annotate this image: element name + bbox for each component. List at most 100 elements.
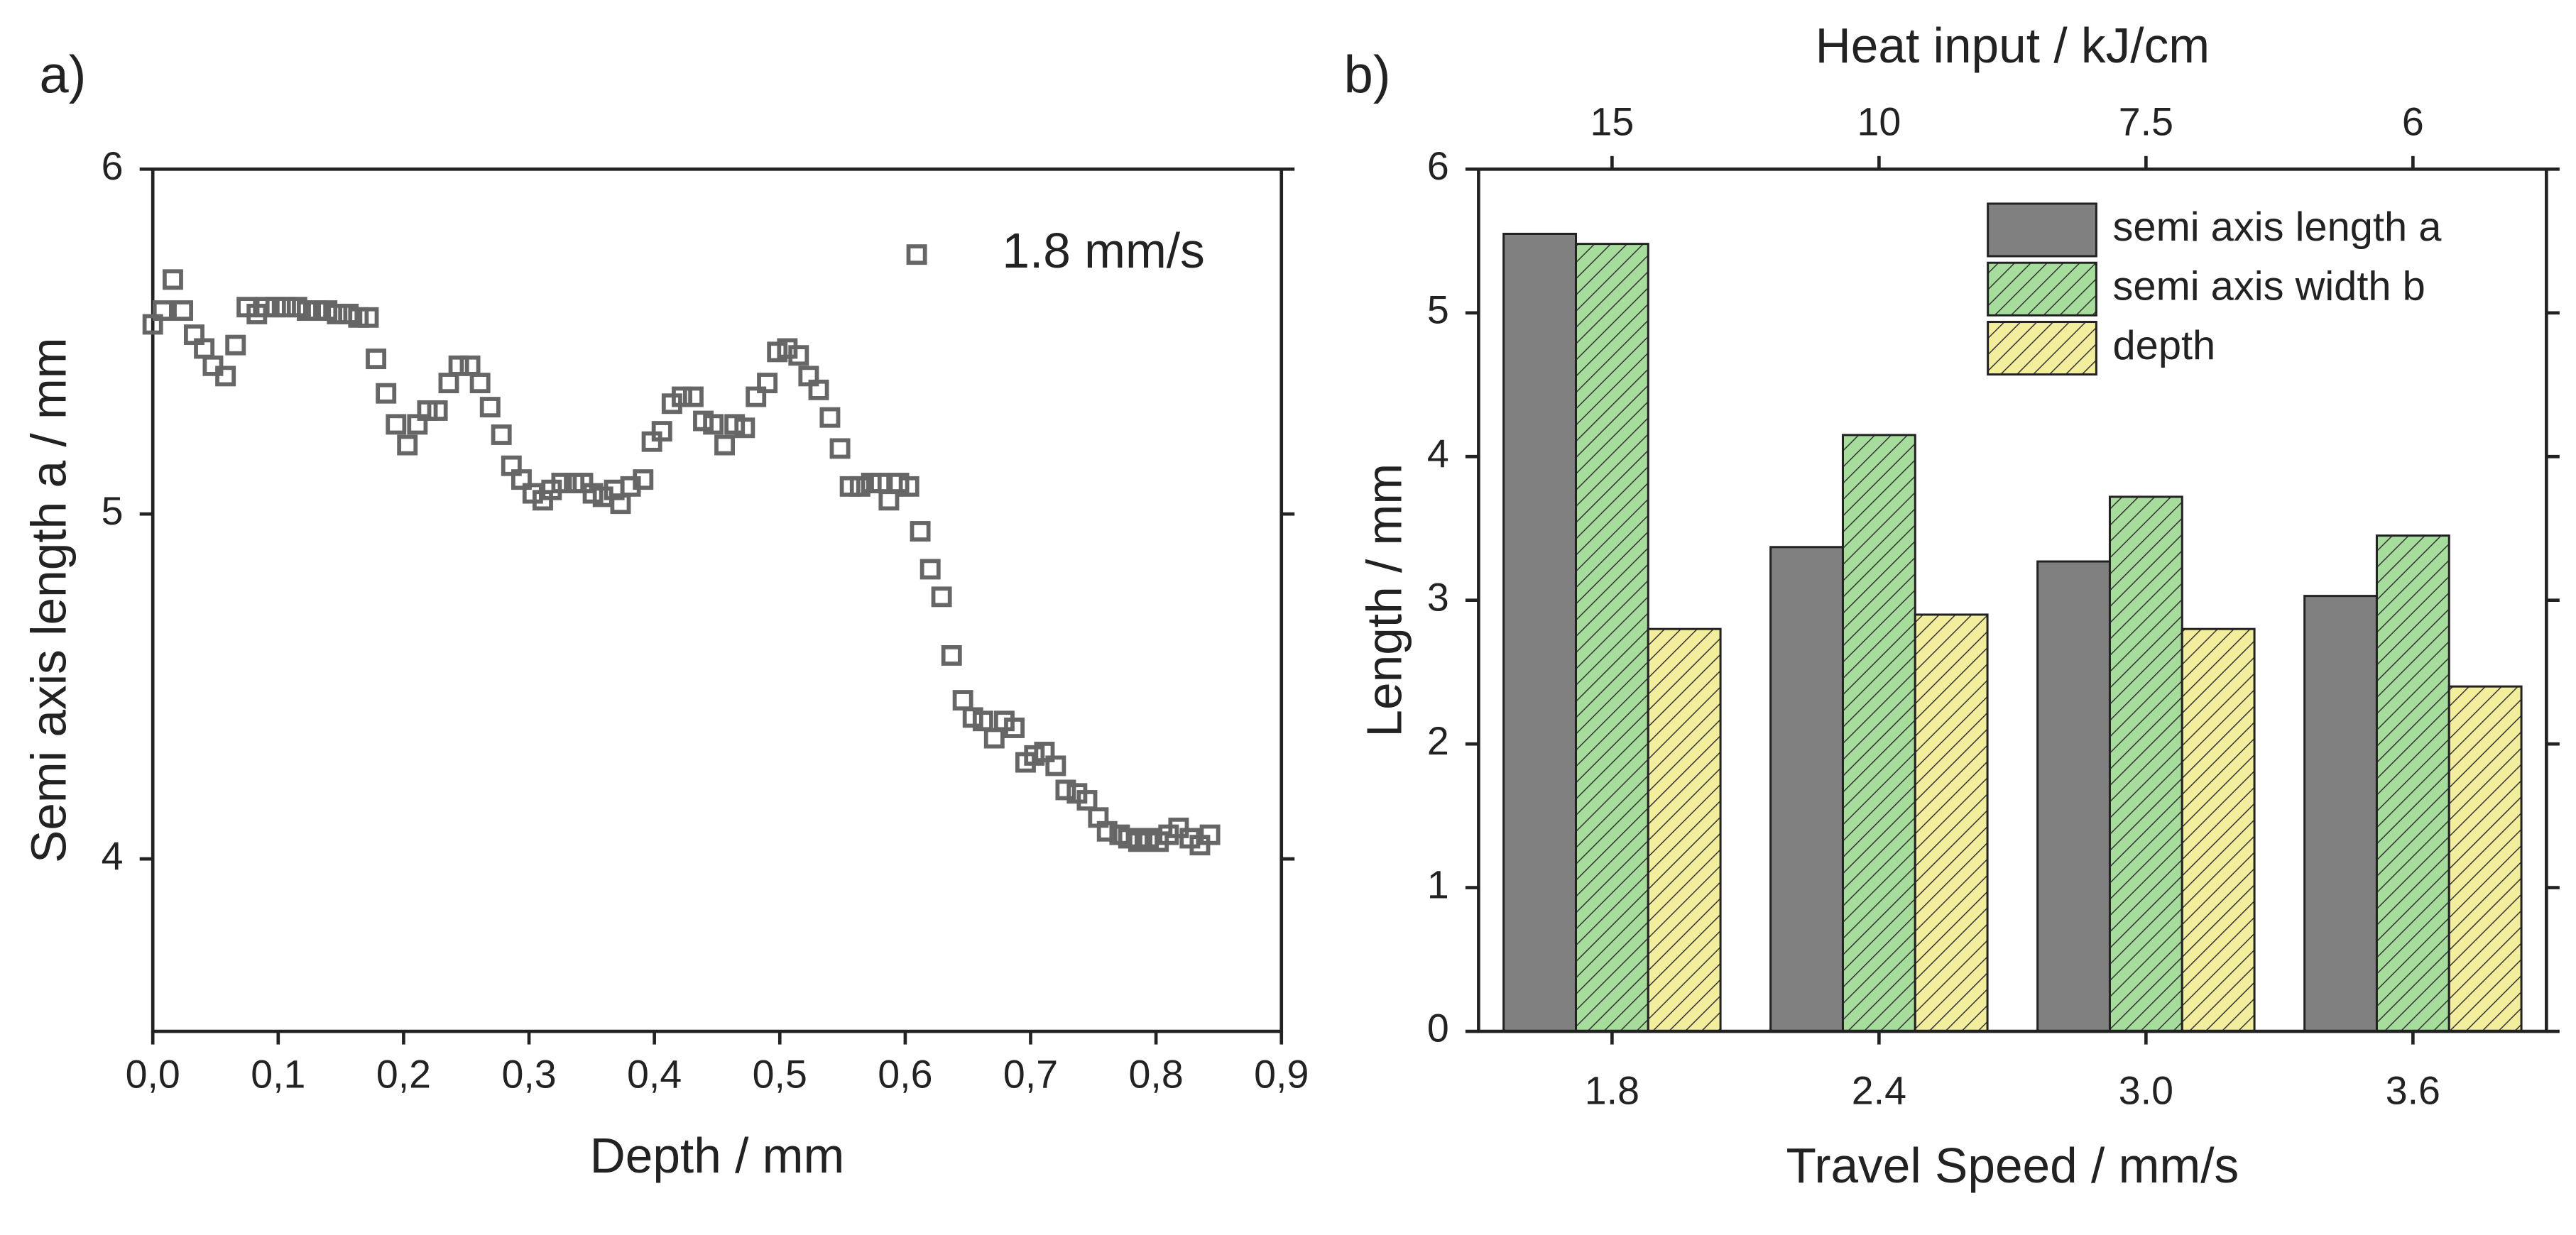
bar [1502, 232, 1577, 1033]
point [1076, 790, 1098, 811]
bar [2447, 685, 2523, 1033]
y-tick-label: 5 [1427, 287, 1449, 331]
y-tick-label: 6 [1427, 144, 1449, 188]
point [983, 728, 1005, 749]
point [1199, 824, 1221, 845]
y-tick-label: 5 [102, 489, 124, 533]
point [1045, 755, 1066, 776]
panel-label: b) [1344, 45, 1391, 104]
point [275, 297, 296, 318]
point [849, 476, 871, 497]
point [366, 348, 387, 370]
point [469, 373, 491, 394]
x-tick-label: 1.8 [1585, 1069, 1639, 1113]
point [941, 644, 962, 666]
point [788, 345, 809, 366]
x2-tick-label: 6 [2402, 100, 2424, 144]
bar [2108, 495, 2183, 1033]
x2-tick-label: 10 [1857, 100, 1901, 144]
y-tick-label: 0 [1427, 1006, 1449, 1050]
point [746, 386, 767, 407]
point [808, 379, 829, 400]
point [972, 710, 993, 732]
legend-swatch [1987, 261, 2097, 317]
y-axis-label: Semi axis length a / mm [21, 337, 76, 863]
point [551, 473, 572, 493]
x-tick-label: 0,8 [1129, 1053, 1184, 1097]
legend-label: 1.8 mm/s [1002, 223, 1204, 278]
point [479, 397, 501, 418]
x-tick-label: 0,2 [376, 1053, 431, 1097]
x-tick-label: 3.0 [2119, 1069, 2173, 1113]
point [152, 300, 173, 322]
bar [1841, 434, 1916, 1033]
bar [1647, 627, 1722, 1033]
point [714, 434, 736, 456]
y-tick-label: 4 [1427, 432, 1449, 476]
point [202, 355, 224, 376]
legend-label: semi axis length a [2113, 204, 2443, 250]
point [511, 469, 532, 490]
plot-frame [151, 168, 1284, 1033]
point [919, 559, 941, 580]
point [448, 355, 469, 376]
point [829, 438, 851, 459]
x2-tick-label: 7.5 [2119, 100, 2173, 144]
x-tick-label: 0,4 [627, 1053, 682, 1097]
y-axis-label: Length / mm [1356, 463, 1412, 737]
legend-swatch [1987, 321, 2097, 376]
point [327, 303, 348, 324]
point [427, 400, 448, 421]
point [459, 355, 481, 376]
bar [2181, 627, 2256, 1033]
point [397, 434, 418, 456]
x-tick-label: 0,7 [1003, 1053, 1058, 1097]
point [162, 269, 183, 290]
x-tick-label: 0,3 [501, 1053, 556, 1097]
x-tick-label: 0,0 [126, 1053, 180, 1097]
point [438, 373, 459, 394]
x-axis-label: Travel Speed / mm/s [1786, 1138, 2239, 1193]
point [819, 407, 841, 428]
panel-label: a) [40, 45, 87, 104]
x-tick-label: 0,9 [1254, 1053, 1309, 1097]
point [358, 307, 379, 328]
x-tick-label: 0,6 [878, 1053, 932, 1097]
point [633, 469, 654, 490]
y-tick-label: 1 [1427, 862, 1449, 906]
x-axis-label: Depth / mm [590, 1128, 845, 1183]
legend-marker [906, 244, 927, 265]
bar [2036, 560, 2111, 1033]
point [931, 586, 952, 608]
point [757, 373, 778, 394]
x-tick-label: 2.4 [1852, 1069, 1906, 1113]
point [682, 386, 704, 407]
y-tick-label: 6 [102, 144, 124, 188]
point [491, 424, 512, 445]
x2-tick-label: 15 [1590, 100, 1634, 144]
point [1055, 779, 1076, 801]
point [651, 421, 672, 442]
legend-label: depth [2113, 323, 2216, 368]
point [910, 521, 931, 542]
point [1004, 718, 1025, 738]
point [703, 414, 724, 435]
x-tick-label: 0,1 [251, 1053, 305, 1097]
point [898, 476, 919, 497]
y-tick-label: 4 [102, 834, 124, 878]
point [734, 417, 755, 439]
x-tick-label: 0,5 [753, 1053, 807, 1097]
point [952, 690, 973, 711]
point [215, 366, 236, 387]
bar [1914, 613, 1989, 1033]
x-tick-label: 3.6 [2386, 1069, 2440, 1113]
point [386, 414, 407, 435]
legend-label: semi axis width b [2113, 264, 2425, 309]
point [225, 334, 246, 356]
point [878, 490, 900, 511]
point [672, 386, 692, 407]
legend-swatch [1987, 202, 2097, 258]
point [1168, 817, 1189, 838]
